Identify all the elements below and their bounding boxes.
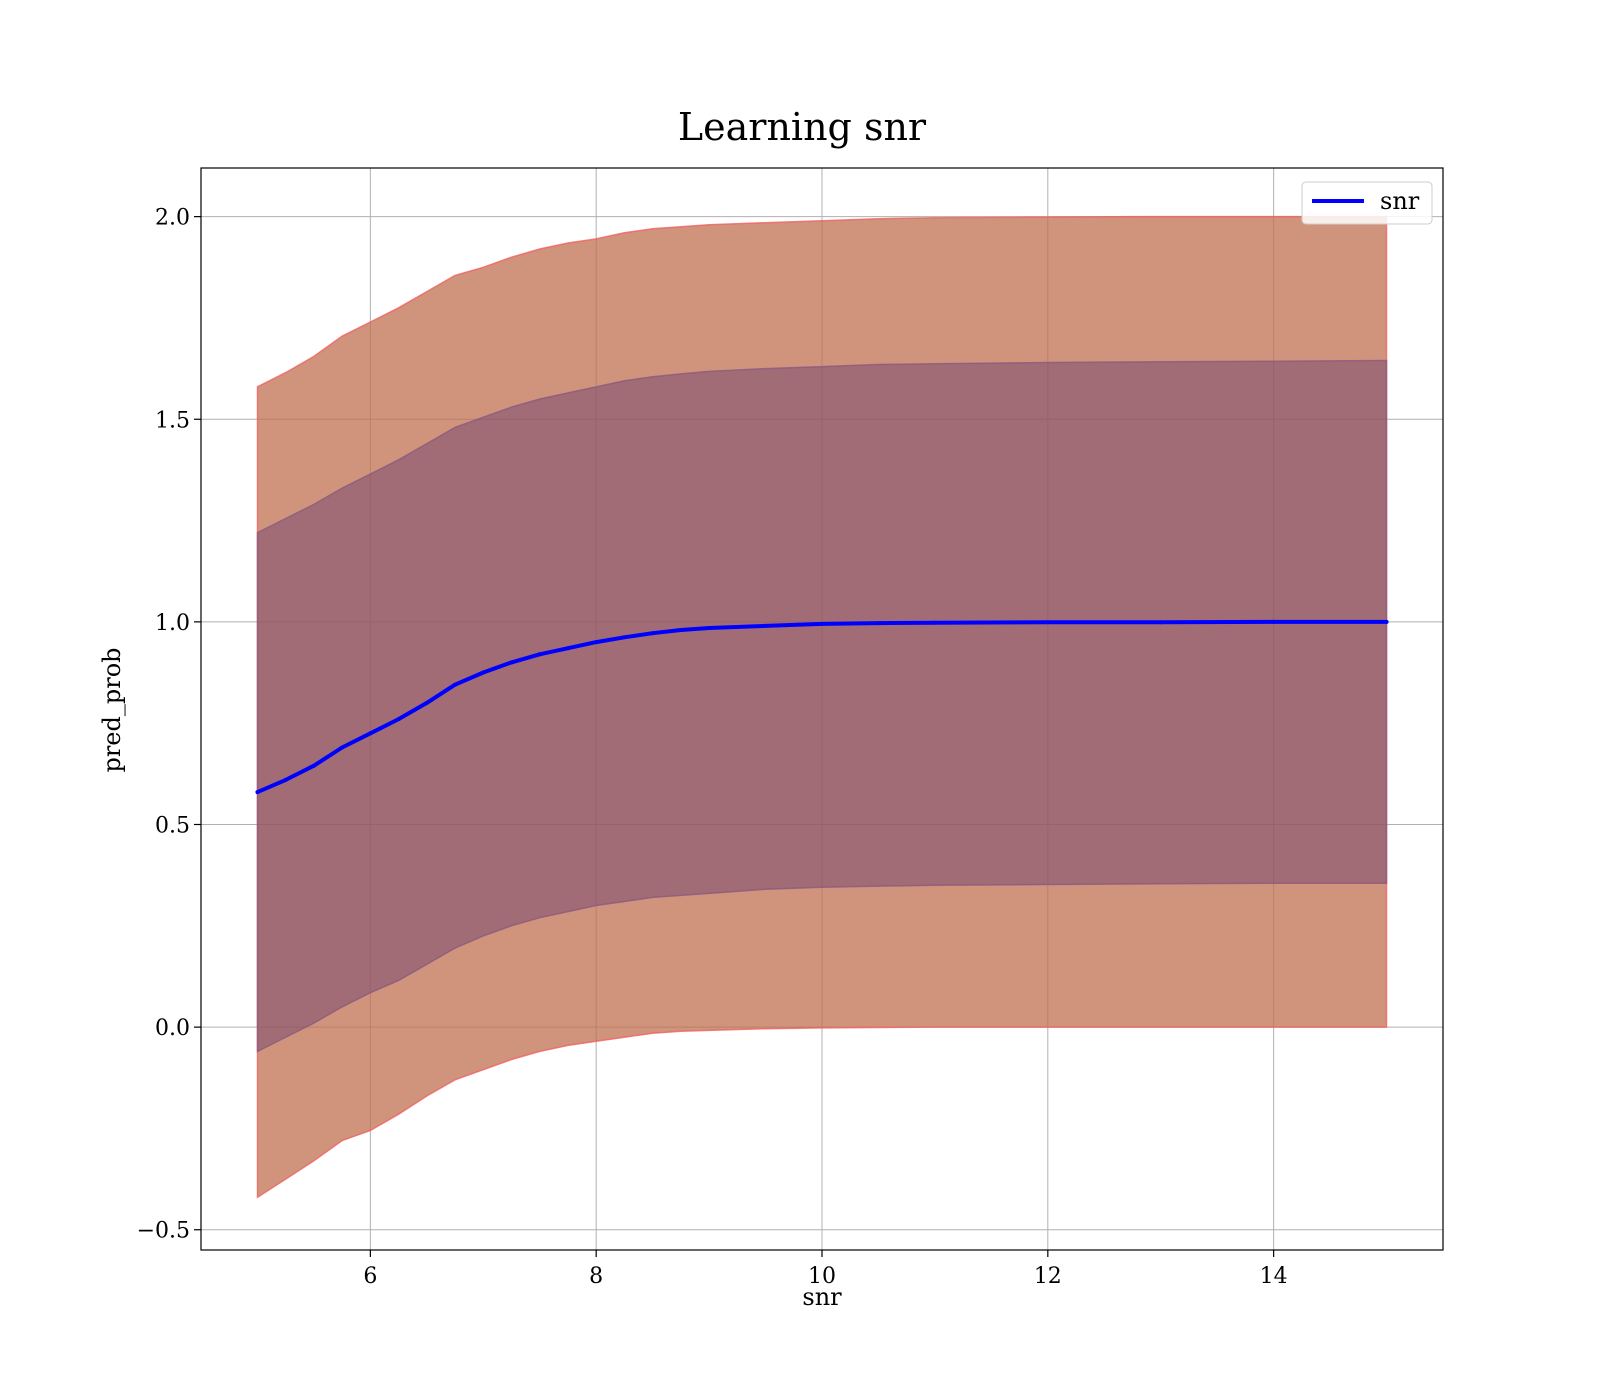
x-axis-label: snr (802, 1283, 842, 1311)
y-axis-ticks: −0.5 0.0 0.5 1.0 1.5 2.0 (137, 206, 201, 1244)
x-tick-label-8: 8 (589, 1264, 603, 1289)
y-tick-label-2.0: 2.0 (155, 206, 190, 231)
series-point-snr-18 (820, 621, 824, 626)
legend: snr (1301, 181, 1433, 225)
x-tick-label-12: 12 (1034, 1264, 1062, 1289)
legend-label-snr: snr (1380, 187, 1420, 215)
series-point-snr-19 (876, 621, 881, 626)
y-axis-label: pred_prob (98, 647, 126, 772)
y-tick-label-0.5: 0.5 (155, 813, 190, 838)
series-point-snr-7 (453, 682, 457, 687)
series-point-snr-0 (255, 790, 260, 795)
y-tick-label-1.0: 1.0 (155, 611, 190, 636)
series-point-snr-3 (340, 745, 345, 750)
series-point-snr-17 (763, 623, 768, 628)
series-point-snr-9 (509, 660, 514, 665)
series-point-snr-15 (678, 628, 683, 632)
series-point-snr-1 (283, 777, 288, 782)
y-tick-label-1.5: 1.5 (155, 408, 190, 433)
series-point-snr-10 (537, 652, 542, 657)
series-point-snr-4 (368, 731, 373, 736)
band-1 (256, 359, 1388, 1053)
series-point-snr-2 (311, 763, 316, 768)
series-lines (255, 619, 1389, 795)
series-point-snr-24 (1384, 619, 1389, 624)
x-tick-label-14: 14 (1260, 1264, 1288, 1289)
x-axis-ticks: 6 8 10 12 14 (363, 1250, 1288, 1289)
series-point-snr-8 (481, 670, 486, 675)
band-layers (256, 215, 1388, 1199)
series-point-snr-14 (650, 631, 655, 636)
series-point-snr-5 (396, 717, 401, 722)
series-point-snr-6 (424, 700, 429, 705)
series-point-snr-12 (594, 640, 599, 645)
legend-box (1301, 181, 1433, 225)
plot-area (200, 167, 1444, 1251)
x-tick-label-6: 6 (363, 1264, 377, 1289)
y-tick-label-−0.5: −0.5 (137, 1219, 190, 1244)
series-point-snr-13 (622, 635, 627, 640)
series-point-snr-11 (566, 646, 570, 651)
x-tick-label-10: 10 (808, 1264, 836, 1289)
chart-title: Learning snr (678, 105, 927, 149)
series-point-snr-22 (1158, 620, 1163, 625)
series-point-snr-21 (1045, 620, 1050, 625)
series-point-snr-23 (1271, 619, 1276, 624)
series-point-snr-16 (707, 626, 712, 630)
series-point-snr-20 (932, 620, 937, 625)
y-tick-label-0.0: 0.0 (155, 1016, 190, 1041)
